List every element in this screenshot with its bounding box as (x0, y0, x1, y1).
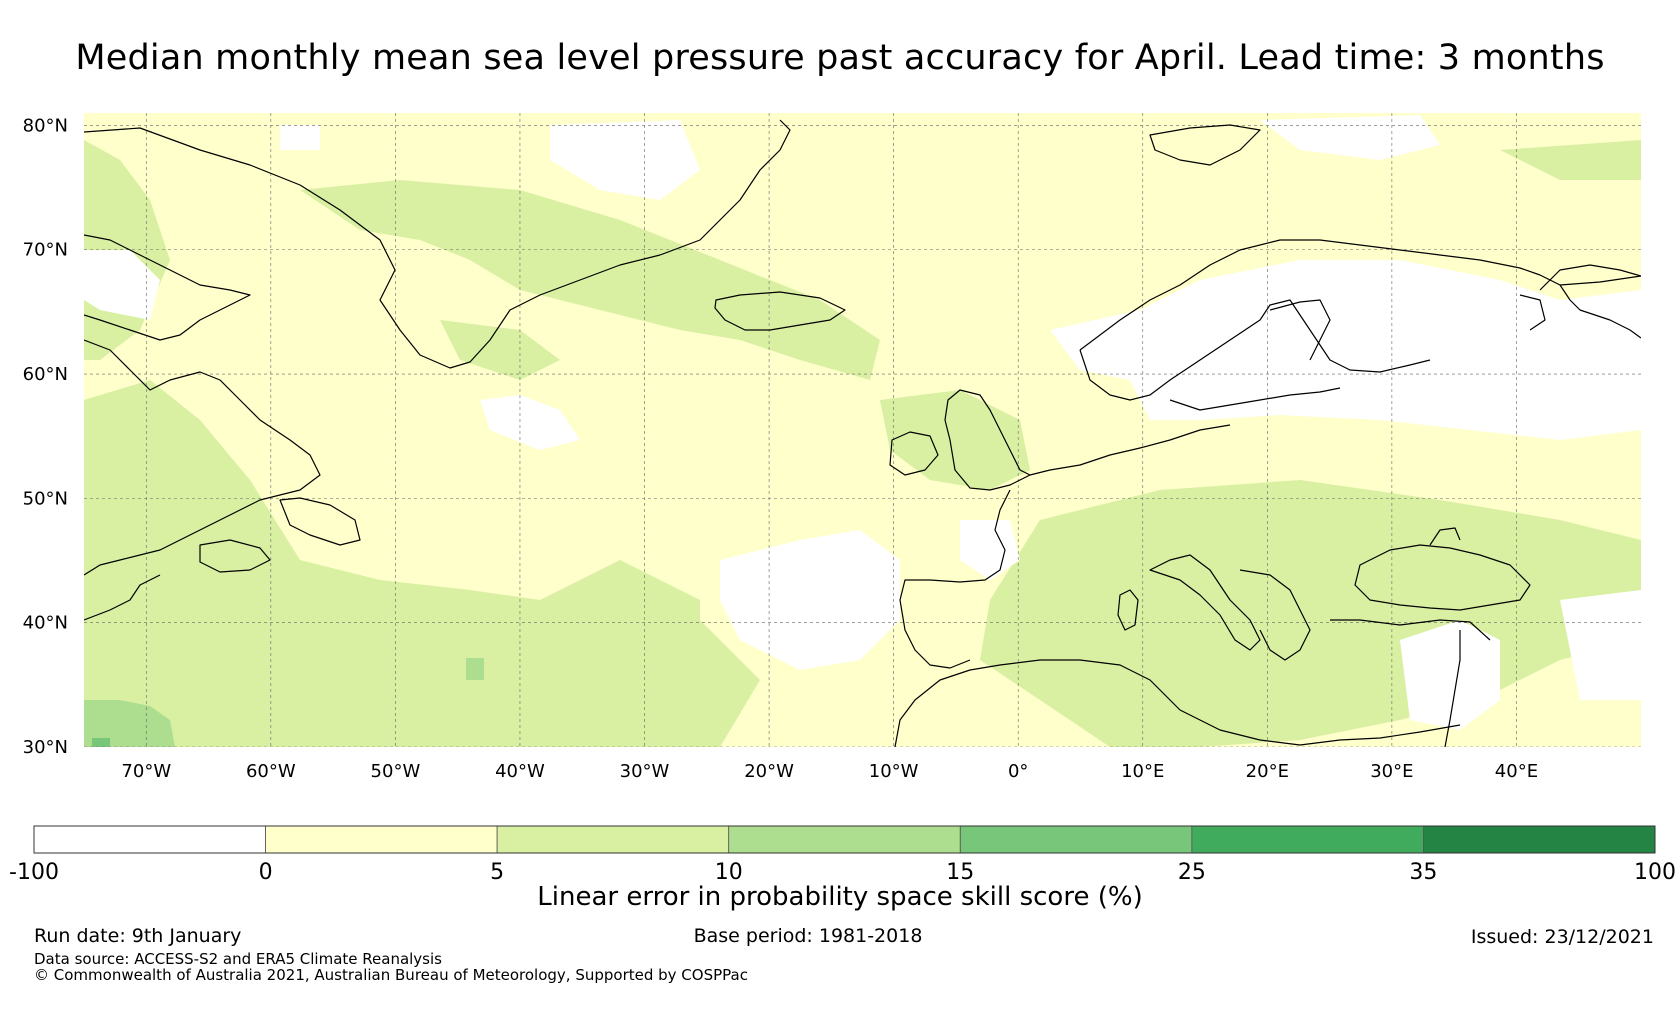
lon-tick-label: 40°E (1495, 761, 1538, 782)
colorbar-tick-label: -100 (9, 860, 59, 885)
lat-tick-label: 70°N (23, 240, 68, 261)
skill-region-east-europe (1560, 590, 1641, 700)
coastline-newfoundland (279, 497, 361, 546)
lat-tick-label: 50°N (23, 488, 68, 509)
issued-date: Issued: 23/12/2021 (1470, 926, 1654, 948)
skill-region-baffin (84, 250, 160, 320)
colorbar-tick-label: 5 (490, 860, 504, 885)
coastline-white-sea (1519, 294, 1546, 331)
coastline-gulf-of-bothnia (1269, 299, 1331, 361)
coastline-balkans-greece (1239, 569, 1311, 661)
coastline-kola (1539, 264, 1641, 291)
lat-tick-label: 40°N (23, 613, 68, 634)
lon-tick-label: 30°E (1370, 761, 1413, 782)
colorbar-bin (1423, 825, 1656, 854)
lat-tick-label: 60°N (23, 364, 68, 385)
coastline-us-east (84, 574, 161, 621)
coastline-norway-south (1079, 299, 1431, 401)
coastline-africa-north (894, 659, 1461, 747)
lon-tick-label: 70°W (121, 761, 171, 782)
colorbar-bin (1191, 825, 1424, 854)
coastline-nova-scotia (199, 539, 271, 573)
colorbar-bin (265, 825, 498, 854)
data-source: Data source: ACCESS-S2 and ERA5 Climate … (34, 950, 442, 968)
skill-region-mid-atlantic-patch (466, 658, 484, 680)
coastline-italy (1149, 554, 1261, 651)
coastlines (84, 119, 1641, 747)
coastline-sardinia (1117, 589, 1139, 631)
coastline-scandinavia (1079, 239, 1641, 351)
skill-region-irminger (440, 320, 560, 380)
colorbar-tick-label: 10 (715, 860, 743, 885)
skill-region-france (960, 520, 1020, 580)
copyright: © Commonwealth of Australia 2021, Austra… (34, 966, 748, 984)
colorbar-bin (959, 825, 1193, 854)
base-period: Base period: 1981-2018 (693, 925, 923, 947)
skill-10-15-regions (84, 658, 484, 747)
coastline-svalbard (1149, 124, 1261, 166)
skill-region-south-atlantic (560, 620, 760, 747)
skill-region-scandinavia (1050, 260, 1641, 440)
skill-negative-regions (84, 115, 1641, 730)
coastline-labrador (84, 339, 321, 576)
run-date: Run date: 9th January (34, 925, 242, 947)
skill-region-corner-max (92, 738, 110, 747)
lon-tick-label: 50°W (371, 761, 421, 782)
colorbar-tick-label: 0 (259, 860, 273, 885)
coastline-baltic (1169, 387, 1341, 411)
lon-tick-label: 10°E (1121, 761, 1164, 782)
coastline-western-europe (1029, 424, 1231, 476)
lat-tick-label: 30°N (23, 737, 68, 758)
skill-region-levant (1400, 620, 1500, 730)
colorbar-tick-label: 25 (1178, 860, 1206, 885)
colorbar-title: Linear error in probability space skill … (537, 882, 1143, 912)
colorbar-bin (33, 825, 266, 854)
lon-tick-label: 10°W (869, 761, 919, 782)
lon-tick-label: 20°E (1246, 761, 1289, 782)
coastline-baffin-island (84, 234, 251, 341)
colorbar-bin (496, 825, 730, 854)
lon-tick-label: 30°W (620, 761, 670, 782)
longitude-labels: 70°W 60°W 50°W 40°W 30°W 20°W 10°W 0° 10°E 20°E 30… (121, 761, 1538, 782)
skill-region-svalbard-west (280, 125, 320, 150)
skill-region-central-atlantic-gap (480, 395, 580, 450)
colorbar-bin (728, 825, 961, 854)
coastline-levant (1444, 630, 1461, 747)
colorbar-tick-labels: -100 0 5 10 15 25 35 100 (9, 860, 1676, 885)
coastline-greenland (84, 119, 791, 369)
skill-region-west-atlantic (84, 380, 700, 747)
colorbar-tick-label: 15 (946, 860, 974, 885)
coastline-turkey (1330, 619, 1491, 641)
coastline-france-iberia (899, 489, 1011, 669)
colorbar-tick-label: 100 (1634, 860, 1676, 885)
skill-region-greenland-sea (300, 180, 880, 380)
latitude-labels: 80°N 70°N 60°N 50°N 40°N 30°N (23, 115, 68, 758)
coastline-ireland (889, 431, 939, 476)
colorbar-outline (33, 825, 1656, 854)
skill-region-iberia-offshore (720, 530, 900, 670)
lon-tick-label: 0° (1008, 761, 1028, 782)
map-panel[interactable] (84, 113, 1641, 747)
colorbar (33, 825, 1656, 854)
lat-tick-label: 80°N (23, 115, 68, 136)
lon-tick-label: 40°W (495, 761, 545, 782)
page-title: Median monthly mean sea level pressure p… (75, 38, 1605, 78)
lon-tick-label: 20°W (744, 761, 794, 782)
skill-region-north-barents (1260, 115, 1440, 160)
colorbar-tick-label: 35 (1409, 860, 1437, 885)
coastline-black-sea (1354, 544, 1531, 611)
coastline-crimea (1429, 527, 1461, 546)
skill-region-southwest-corner (84, 700, 175, 747)
coastline-north-russia (1559, 284, 1641, 339)
coastline-iceland (714, 291, 846, 331)
lon-tick-label: 60°W (246, 761, 296, 782)
skill-region-north-greenland-sea (550, 120, 700, 200)
skill-region-barents (1500, 140, 1641, 180)
